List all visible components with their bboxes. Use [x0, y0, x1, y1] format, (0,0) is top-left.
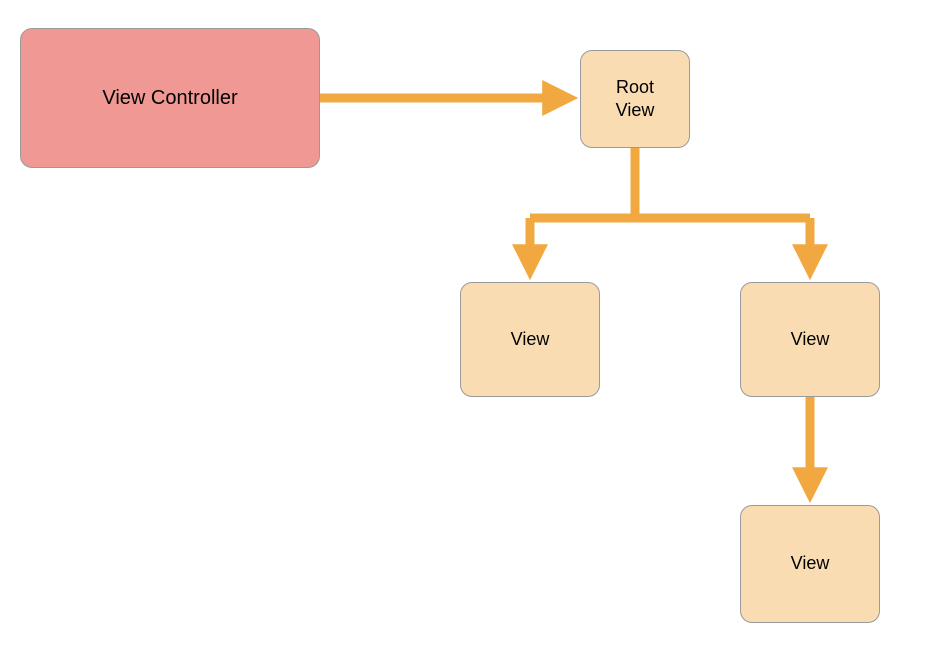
- node-label: View Controller: [102, 85, 237, 111]
- node-label: View: [791, 552, 830, 575]
- node-view-controller: View Controller: [20, 28, 320, 168]
- node-view-bottom: View: [740, 505, 880, 623]
- node-view-right: View: [740, 282, 880, 397]
- node-label: View: [511, 328, 550, 351]
- node-label: View: [791, 328, 830, 351]
- node-root-view: RootView: [580, 50, 690, 148]
- node-view-left: View: [460, 282, 600, 397]
- node-label: RootView: [616, 76, 655, 123]
